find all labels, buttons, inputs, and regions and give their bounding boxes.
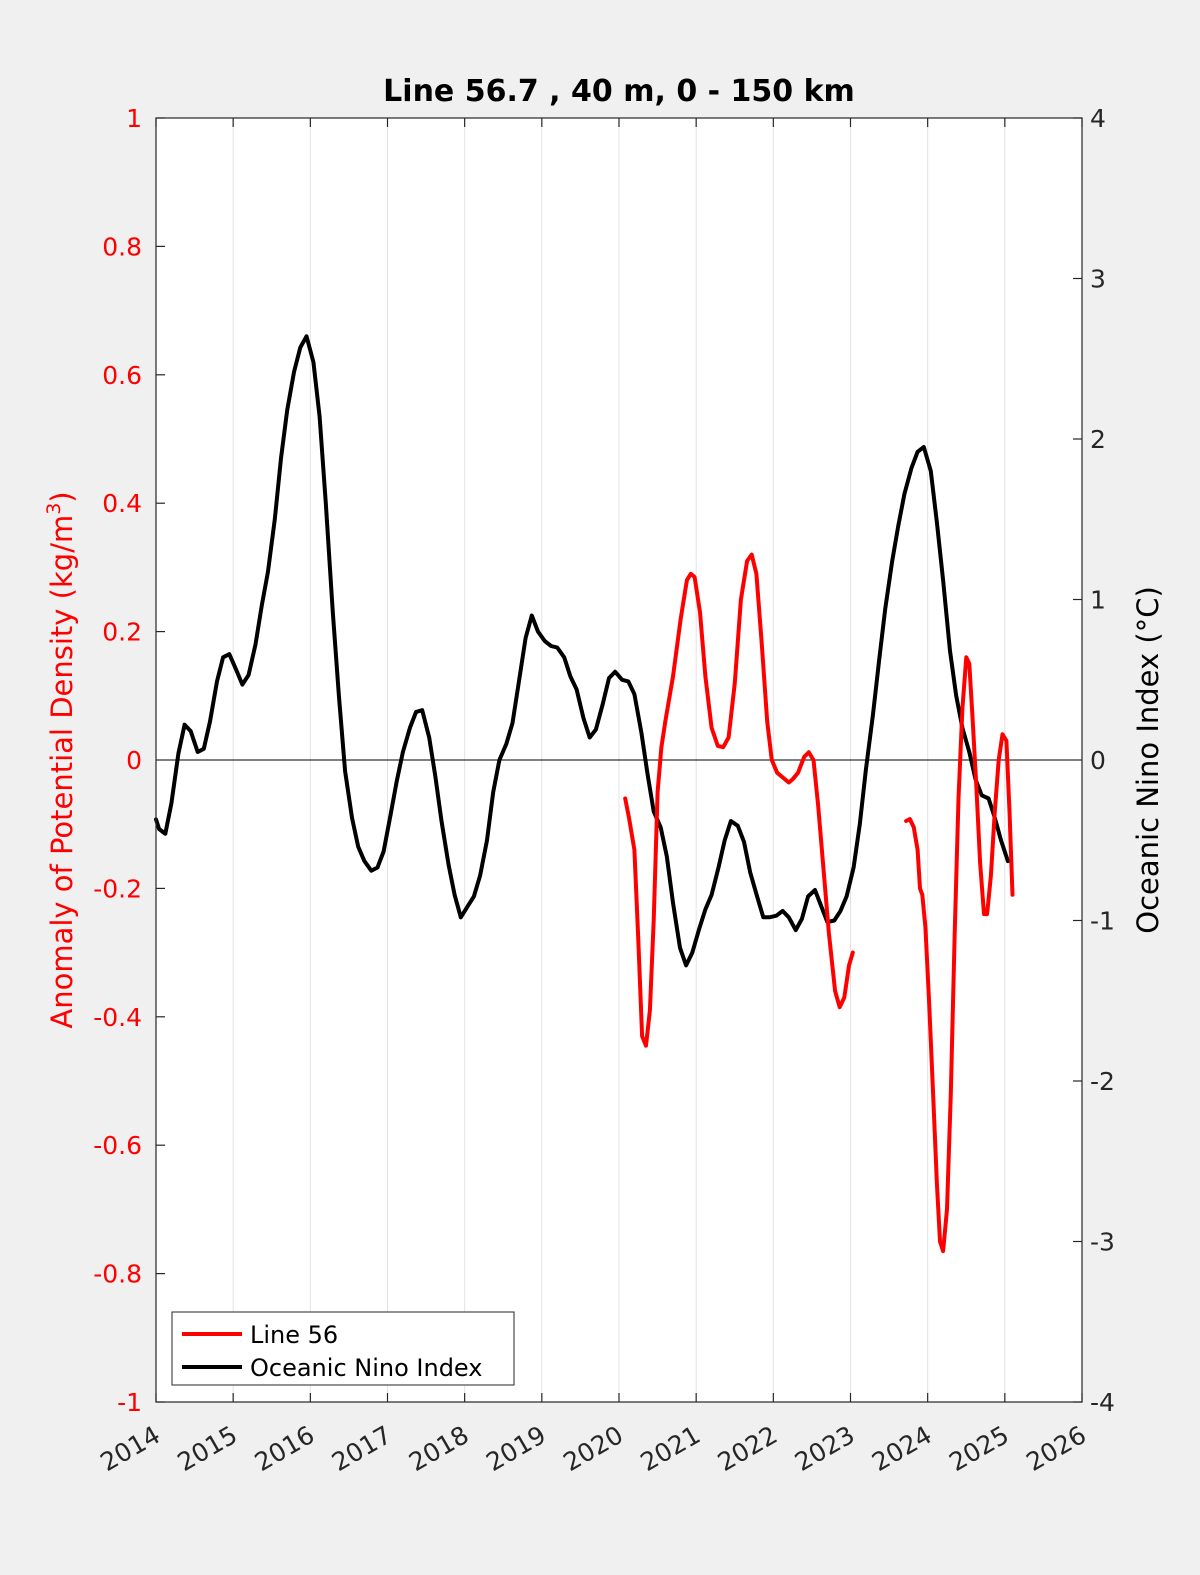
left-y-tick-label: -0.4: [93, 1003, 142, 1032]
series-line-oceanic-nino-index: [154, 334, 1010, 968]
left-y-tick-label: 0.6: [102, 361, 142, 390]
left-y-tick-label: -0.8: [93, 1260, 142, 1289]
right-y-tick-label: -3: [1090, 1228, 1115, 1257]
series-layer: [154, 334, 1015, 1254]
series-line-line-56: [623, 552, 855, 1048]
right-y-axis-label: Oceanic Nino Index (°C): [1131, 586, 1165, 934]
right-y-tick-label: -1: [1090, 907, 1115, 936]
left-y-tick-label: 1: [126, 104, 142, 133]
right-y-tick-label: 1: [1090, 586, 1106, 615]
legend-box: [171, 1311, 515, 1386]
left-y-tick-label: 0: [126, 746, 142, 775]
left-y-tick-label: 0.4: [102, 489, 142, 518]
right-y-tick-label: -4: [1090, 1388, 1115, 1417]
right-y-tick-label: 0: [1090, 746, 1106, 775]
legend: Line 56 Oceanic Nino Index: [171, 1311, 515, 1386]
right-y-tick-label: 3: [1090, 265, 1106, 294]
chart-title: Line 56.7 , 40 m, 0 - 150 km: [383, 74, 855, 109]
left-y-tick-label: -0.6: [93, 1131, 142, 1160]
right-y-tick-label: -2: [1090, 1067, 1115, 1096]
series-line-line-56: [904, 655, 1015, 1254]
left-y-axis: 1 0.8 0.6 0.4 0.2 0 -0.2 -0.4 -0.6 -0.8 -1: [93, 104, 165, 1417]
right-y-tick-label: 4: [1090, 104, 1106, 133]
left-y-tick-label: 0.2: [102, 618, 142, 647]
legend-label-line-56: Line 56: [250, 1321, 338, 1349]
left-y-tick-label: -1: [117, 1388, 142, 1417]
right-y-axis: 4 3 2 1 0 -1 -2 -3 -4: [1073, 104, 1115, 1417]
right-y-tick-label: 2: [1090, 425, 1106, 454]
legend-label-oni: Oceanic Nino Index: [250, 1354, 482, 1382]
left-y-axis-label: Anomaly of Potential Density (kg/m3): [43, 491, 79, 1028]
left-y-tick-label: -0.2: [93, 874, 142, 903]
left-y-tick-label: 0.8: [102, 232, 142, 261]
